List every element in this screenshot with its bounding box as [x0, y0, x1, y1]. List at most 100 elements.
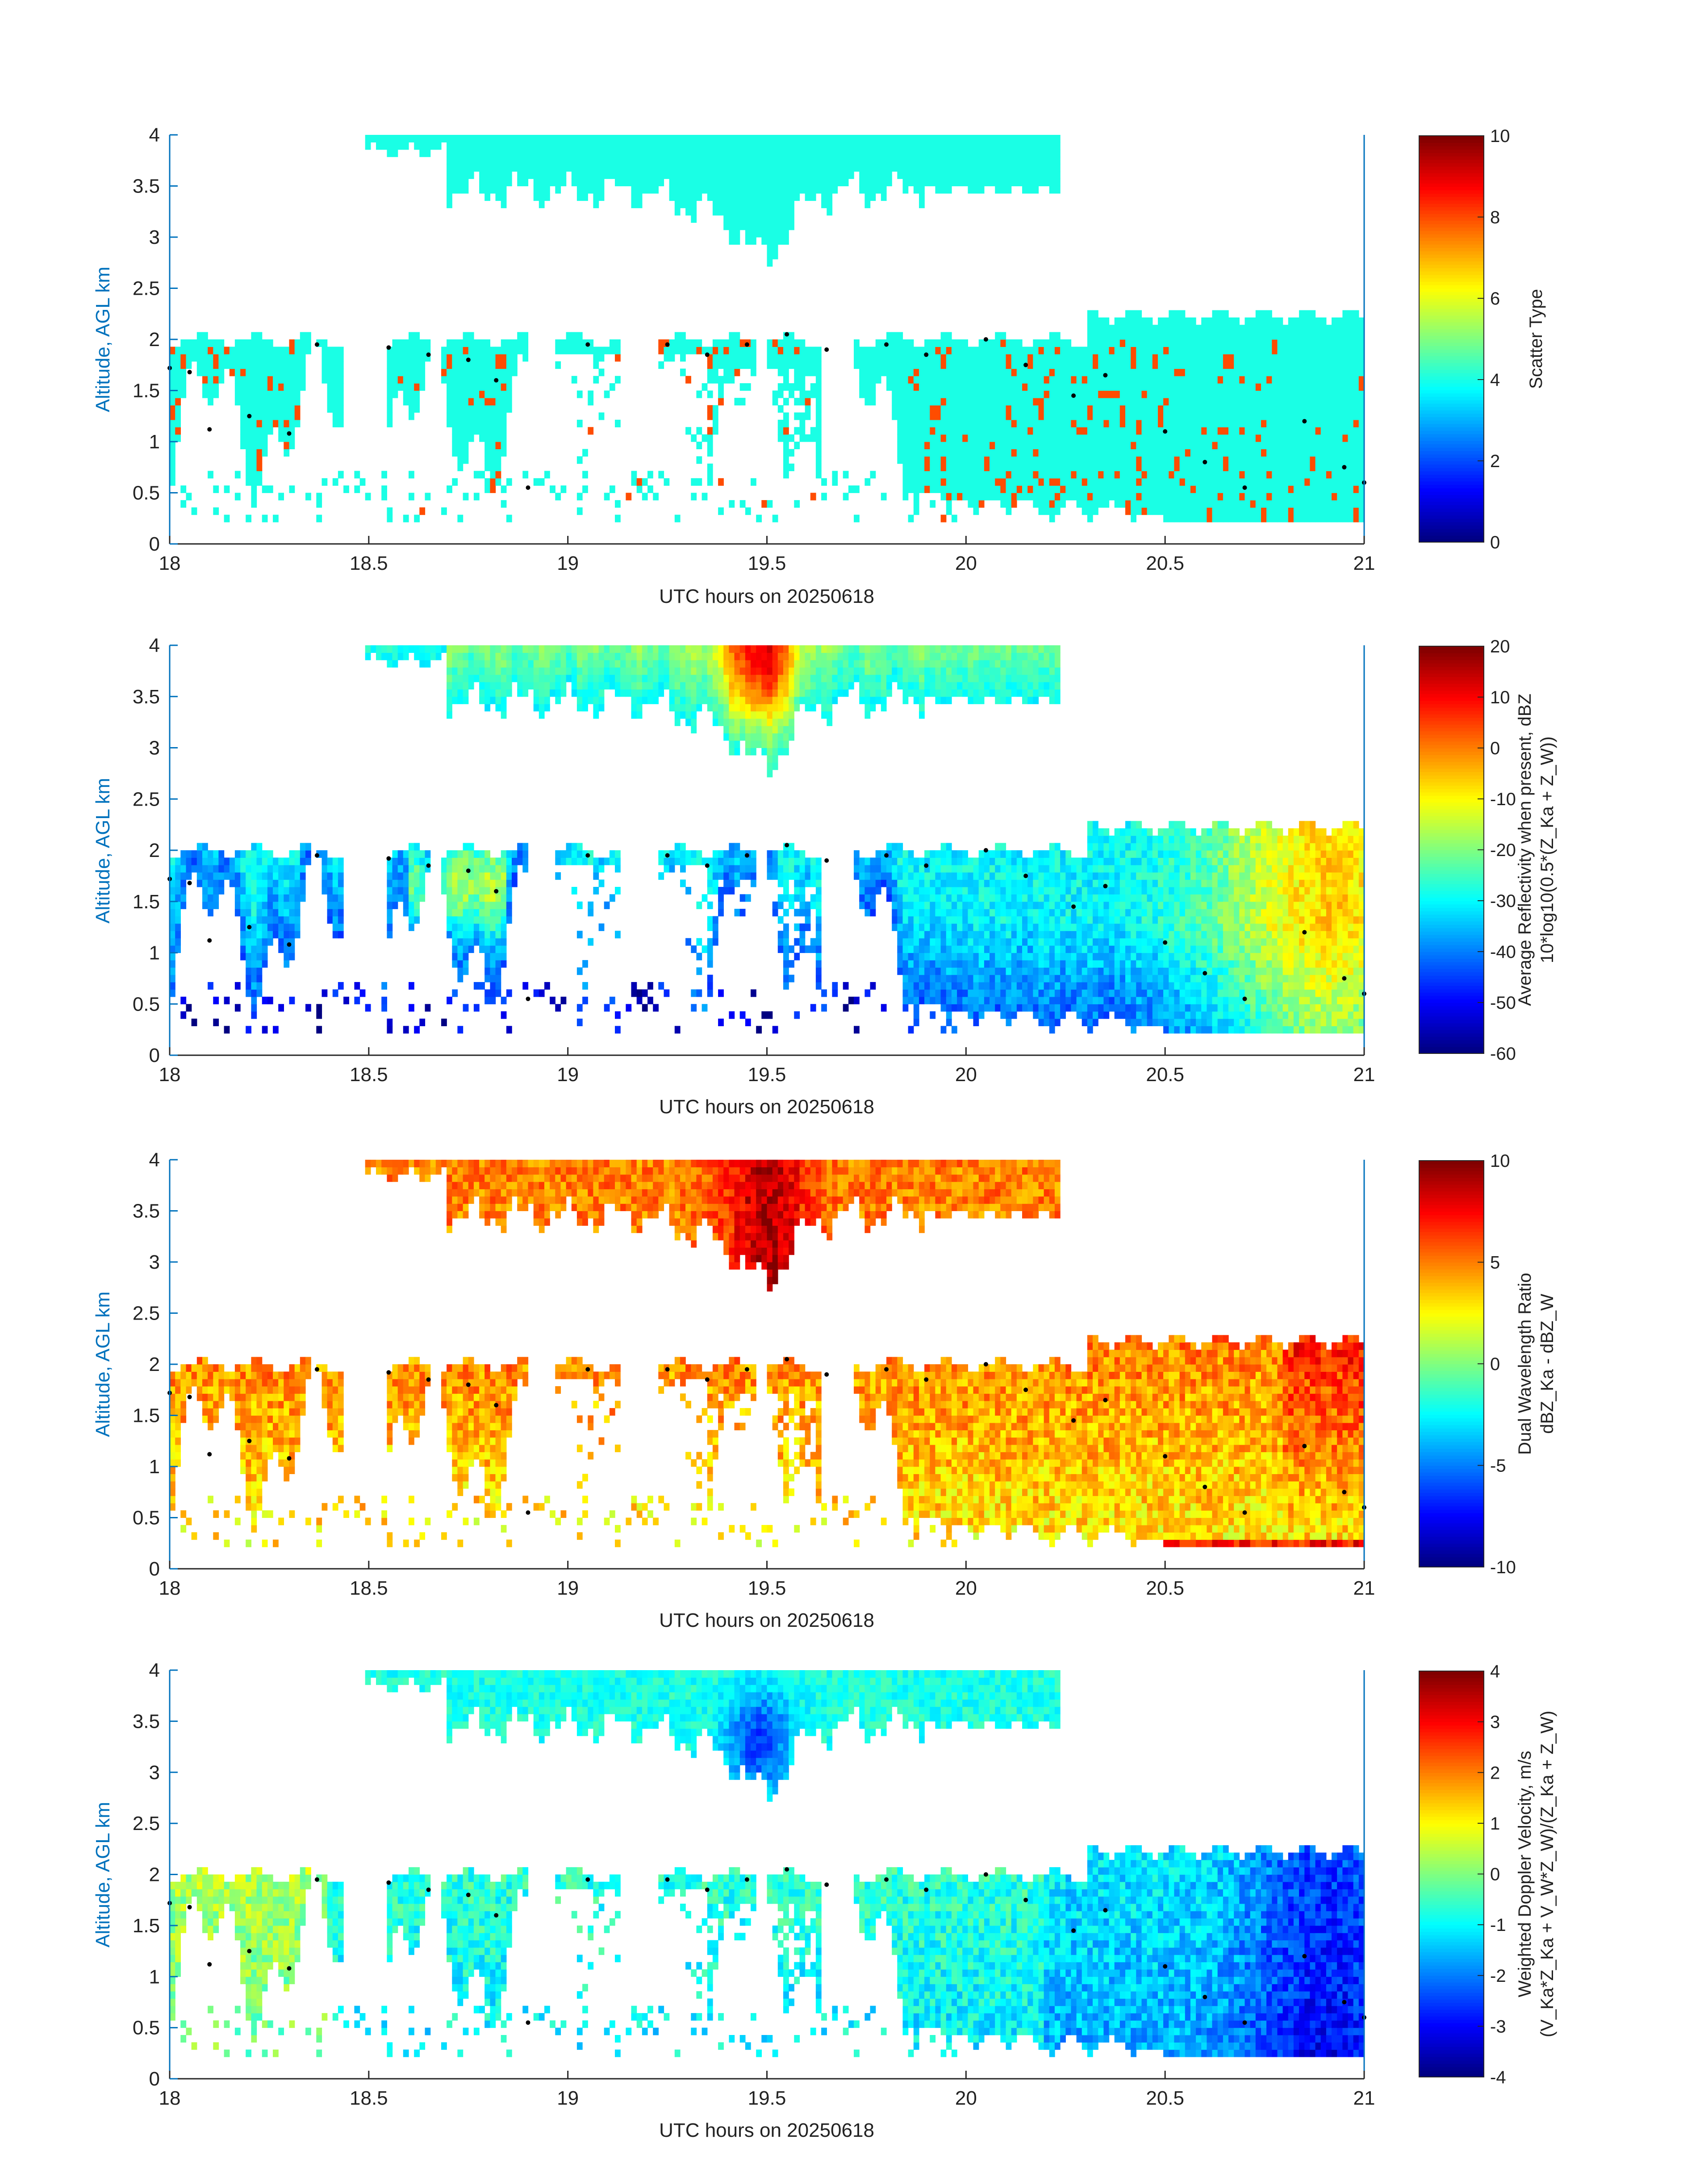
- heatmap-cell: [251, 982, 257, 990]
- heatmap-cell: [338, 413, 344, 420]
- heatmap-cell: [278, 391, 284, 398]
- heatmap-cell: [1201, 339, 1207, 347]
- heatmap-cell: [615, 354, 621, 362]
- heatmap-cell: [327, 398, 333, 405]
- heatmap-cell: [789, 171, 794, 179]
- heatmap-cell: [1234, 332, 1240, 340]
- heatmap-cell: [463, 427, 469, 435]
- colorbar-segment: [1419, 349, 1484, 353]
- heatmap-cell: [669, 164, 675, 171]
- heatmap-cell: [919, 435, 925, 442]
- heatmap-cell: [1103, 427, 1109, 435]
- heatmap-cell: [1321, 471, 1327, 478]
- heatmap-cell: [1190, 376, 1196, 384]
- heatmap-cell: [251, 500, 257, 508]
- heatmap-cell: [1093, 420, 1098, 427]
- heatmap-cell: [1288, 449, 1294, 456]
- heatmap-cell: [941, 456, 947, 464]
- heatmap-cell: [604, 142, 610, 150]
- heatmap-cell: [409, 493, 414, 501]
- heatmap-cell: [278, 909, 284, 916]
- heatmap-cell: [1065, 493, 1071, 501]
- overlay-point: [1342, 465, 1346, 469]
- heatmap-cell: [897, 405, 903, 413]
- heatmap-cell: [620, 157, 626, 164]
- heatmap-cell: [1299, 391, 1305, 398]
- heatmap-cell: [251, 872, 257, 880]
- colorbar-segment: [1419, 159, 1484, 163]
- heatmap-cell: [1278, 405, 1283, 413]
- heatmap-cell: [892, 368, 898, 376]
- heatmap-cell: [1207, 507, 1212, 515]
- heatmap-cell: [409, 413, 414, 420]
- heatmap-cell: [908, 485, 914, 493]
- heatmap-cell: [262, 515, 268, 522]
- heatmap-cell: [1185, 478, 1191, 486]
- heatmap-cell: [1120, 391, 1126, 398]
- heatmap-cell: [403, 354, 409, 362]
- heatmap-cell: [251, 464, 257, 471]
- heatmap-cell: [903, 478, 909, 486]
- heatmap-cell: [1027, 368, 1033, 376]
- heatmap-cell: [1060, 391, 1066, 398]
- heatmap-cell: [1223, 500, 1229, 508]
- heatmap-cell: [979, 456, 985, 464]
- heatmap-cell: [1239, 420, 1245, 427]
- heatmap-cell: [273, 902, 279, 909]
- heatmap-cell: [626, 179, 631, 186]
- heatmap-cell: [457, 894, 463, 902]
- heatmap-cell: [496, 456, 501, 464]
- heatmap-cell: [854, 164, 860, 171]
- heatmap-cell: [946, 478, 952, 486]
- heatmap-cell: [1136, 383, 1142, 391]
- heatmap-cell: [452, 427, 458, 435]
- heatmap-cell: [1158, 398, 1164, 405]
- heatmap-cell: [1082, 383, 1088, 391]
- heatmap-cell: [1272, 413, 1278, 420]
- heatmap-cell: [1011, 347, 1017, 354]
- heatmap-cell: [1147, 325, 1153, 332]
- heatmap-cell: [789, 150, 794, 157]
- heatmap-cell: [1174, 471, 1180, 478]
- heatmap-cell: [419, 850, 425, 858]
- heatmap-cell: [892, 157, 898, 164]
- heatmap-cell: [1353, 391, 1359, 398]
- heatmap-cell: [1337, 332, 1343, 340]
- heatmap-cell: [1299, 449, 1305, 456]
- heatmap-cell: [175, 368, 181, 376]
- heatmap-cell: [501, 398, 507, 405]
- heatmap-cell: [1055, 186, 1061, 194]
- heatmap-cell: [381, 493, 387, 501]
- heatmap-cell: [1174, 325, 1180, 332]
- heatmap-cell: [1212, 471, 1218, 478]
- heatmap-cell: [572, 339, 577, 347]
- heatmap-cell: [751, 150, 756, 157]
- heatmap-cell: [794, 383, 800, 391]
- heatmap-cell: [1077, 471, 1082, 478]
- heatmap-cell: [1147, 485, 1153, 493]
- heatmap-cell: [1049, 347, 1055, 354]
- heatmap-cell: [1332, 464, 1337, 471]
- heatmap-cell: [1033, 485, 1039, 493]
- heatmap-cell: [1049, 435, 1055, 442]
- heatmap-cell: [1196, 449, 1202, 456]
- heatmap-cell: [1022, 427, 1028, 435]
- heatmap-cell: [468, 347, 474, 354]
- heatmap-cell: [457, 960, 463, 968]
- heatmap-cell: [1049, 339, 1055, 347]
- heatmap-cell: [197, 872, 203, 880]
- heatmap-cell: [561, 485, 567, 493]
- heatmap-cell: [1294, 493, 1299, 501]
- colorbar-segment: [1419, 481, 1484, 485]
- heatmap-cell: [414, 894, 420, 902]
- heatmap-cell: [333, 887, 338, 894]
- heatmap-cell: [984, 398, 990, 405]
- heatmap-cell: [1103, 464, 1109, 471]
- heatmap-cell: [805, 150, 811, 157]
- heatmap-cell: [1342, 383, 1348, 391]
- heatmap-cell: [886, 383, 892, 391]
- heatmap-cell: [1142, 456, 1148, 464]
- heatmap-cell: [778, 164, 784, 171]
- heatmap-cell: [403, 857, 409, 865]
- heatmap-cell: [322, 872, 328, 880]
